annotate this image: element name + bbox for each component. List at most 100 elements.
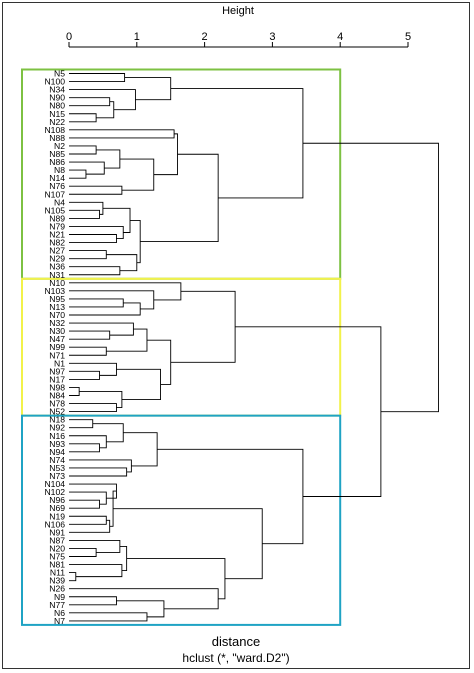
leaf-label: N47 bbox=[49, 334, 65, 344]
dendrogram-link bbox=[69, 282, 182, 301]
leaf-label: N5 bbox=[54, 69, 65, 79]
axis-tick-label: 0 bbox=[66, 31, 72, 43]
dendrogram-link bbox=[69, 266, 121, 276]
dendrogram-link bbox=[153, 133, 178, 176]
dendrogram-link bbox=[140, 153, 219, 242]
leaf-label: N11 bbox=[50, 568, 65, 578]
leaf-label: N86 bbox=[49, 157, 65, 167]
leaf-label: N20 bbox=[49, 543, 65, 553]
leaf-label: N8 bbox=[54, 165, 65, 175]
leaf-label: N27 bbox=[49, 246, 65, 256]
leaf-label: N31 bbox=[49, 270, 65, 280]
method-label: hclust (*, "ward.D2") bbox=[182, 651, 289, 665]
axis-tick-label: 1 bbox=[134, 31, 140, 43]
leaf-label: N70 bbox=[49, 310, 65, 320]
leaf-label: N6 bbox=[54, 608, 65, 618]
dendrogram-link bbox=[69, 161, 105, 175]
leaf-label: N21 bbox=[49, 230, 65, 240]
leaf-label: N97 bbox=[49, 366, 65, 376]
dendrogram-link bbox=[69, 201, 104, 215]
leaf-label: N74 bbox=[49, 455, 65, 465]
leaf-label: N9 bbox=[54, 592, 65, 602]
dendrogram-link bbox=[170, 88, 304, 199]
leaf-label: N19 bbox=[49, 511, 65, 521]
dendrogram-link bbox=[69, 370, 100, 380]
leaf-label: N71 bbox=[49, 350, 65, 360]
leaf-label: N36 bbox=[49, 262, 65, 272]
leaf-label: N18 bbox=[49, 415, 65, 425]
axis-tick-label: 4 bbox=[337, 31, 343, 43]
leaf-labels: N5N100N34N90N80N15N22N108N88N2N85N86N8N1… bbox=[44, 69, 65, 626]
dendrogram-link bbox=[119, 545, 128, 572]
dendrogram-link bbox=[69, 548, 97, 557]
leaf-label: N108 bbox=[44, 125, 65, 135]
dendrogram-link bbox=[69, 459, 132, 473]
leaf-label: N69 bbox=[49, 503, 65, 513]
leaf-label: N16 bbox=[49, 431, 65, 441]
dendrogram-link bbox=[69, 322, 134, 336]
dendrogram-link bbox=[69, 572, 77, 582]
axis-tick-label: 3 bbox=[269, 31, 275, 43]
dendrogram-link bbox=[69, 539, 121, 553]
leaf-label: N7 bbox=[54, 616, 65, 626]
leaf-label: N13 bbox=[49, 302, 65, 312]
leaf-label: N89 bbox=[49, 213, 65, 223]
dendrogram-link bbox=[69, 145, 97, 155]
dendrogram-links bbox=[69, 73, 439, 622]
dendrogram-link bbox=[69, 89, 136, 111]
leaf-label: N87 bbox=[49, 535, 65, 545]
leaf-label: N53 bbox=[49, 463, 65, 473]
dendrogram-link bbox=[69, 596, 117, 606]
leaf-label: N30 bbox=[49, 326, 65, 336]
leaf-label: N76 bbox=[49, 181, 65, 191]
dendrogram-link bbox=[69, 73, 126, 82]
dendrogram-link bbox=[69, 209, 100, 219]
dendrogram-link bbox=[69, 129, 175, 139]
leaf-label: N4 bbox=[54, 197, 65, 207]
leaf-label: N80 bbox=[49, 101, 65, 111]
dendrogram-link bbox=[69, 483, 117, 499]
dendrogram-link bbox=[106, 328, 148, 352]
leaf-label: N94 bbox=[49, 447, 65, 457]
dendrogram-link bbox=[119, 158, 155, 191]
leaf-label: N26 bbox=[49, 584, 65, 594]
leaf-label: N79 bbox=[49, 221, 65, 231]
dendrogram-link bbox=[69, 491, 107, 505]
leaf-label: N106 bbox=[44, 519, 65, 529]
dendrogram-link bbox=[69, 467, 128, 477]
dendrogram-link bbox=[126, 558, 226, 600]
dendrogram-link bbox=[102, 207, 131, 233]
leaf-label: N75 bbox=[49, 552, 65, 562]
dendrogram-link bbox=[96, 101, 115, 119]
leaf-label: N96 bbox=[49, 495, 65, 505]
x-axis-label: distance bbox=[212, 634, 260, 649]
chart-frame bbox=[2, 2, 470, 669]
dendrogram-link bbox=[69, 362, 117, 376]
axis-tick-label: 2 bbox=[202, 31, 208, 43]
axis-title: Height bbox=[222, 5, 254, 17]
dendrogram-link bbox=[69, 387, 80, 396]
dendrogram-link bbox=[116, 368, 161, 400]
dendrogram-link bbox=[123, 432, 158, 467]
dendrogram-link bbox=[124, 77, 172, 101]
leaf-label: N81 bbox=[49, 560, 65, 570]
dendrogram-link bbox=[106, 254, 138, 272]
height-axis: 0 1 2 3 4 5 bbox=[66, 31, 411, 48]
cluster-box bbox=[21, 414, 342, 626]
leaf-label: N107 bbox=[44, 189, 65, 199]
dendrogram-link bbox=[235, 326, 382, 497]
dendrogram-link bbox=[69, 330, 111, 340]
axis-tick-label: 5 bbox=[405, 31, 411, 43]
dendrogram-link bbox=[69, 515, 107, 525]
dendrogram-link bbox=[69, 185, 123, 195]
dendrogram-link bbox=[302, 142, 439, 413]
dendrogram-link bbox=[146, 339, 172, 385]
leaf-label: N93 bbox=[49, 439, 65, 449]
leaf-label: N105 bbox=[44, 205, 65, 215]
dendrogram-link bbox=[69, 443, 100, 453]
leaf-label: N103 bbox=[44, 286, 65, 296]
dendrogram-link bbox=[92, 423, 124, 443]
dendrogram-link bbox=[69, 564, 123, 578]
dendrogram-link bbox=[130, 219, 141, 264]
dendrogram-link bbox=[69, 612, 148, 622]
